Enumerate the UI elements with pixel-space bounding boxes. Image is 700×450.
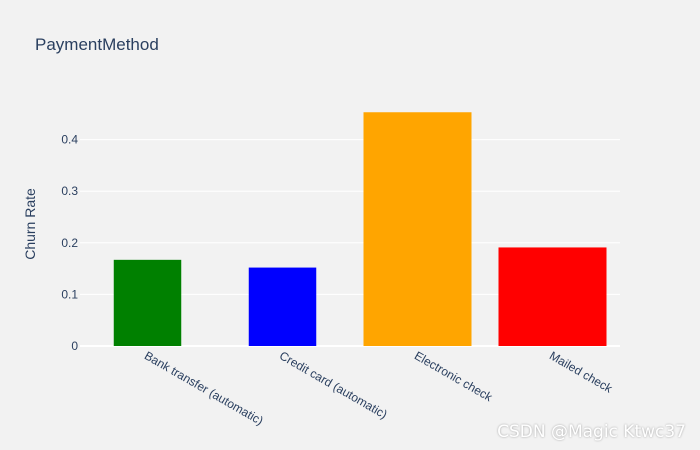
bars xyxy=(113,112,607,346)
bar xyxy=(248,267,317,346)
bar xyxy=(498,247,607,346)
y-tick-labels: 0 0.1 0.2 0.3 0.4 xyxy=(61,133,78,353)
bar xyxy=(113,259,182,346)
y-tick-label: 0.1 xyxy=(61,287,78,301)
bar xyxy=(363,112,472,346)
y-axis-label: Churn Rate xyxy=(22,188,38,260)
y-tick-label: 0.2 xyxy=(61,236,78,250)
y-tick-label: 0 xyxy=(71,339,78,353)
y-tick-label: 0.4 xyxy=(61,133,78,147)
y-tick-label: 0.3 xyxy=(61,184,78,198)
chart-title: PaymentMethod xyxy=(35,35,159,54)
watermark-text: CSDN @Magic Ktwc37 xyxy=(497,422,686,442)
